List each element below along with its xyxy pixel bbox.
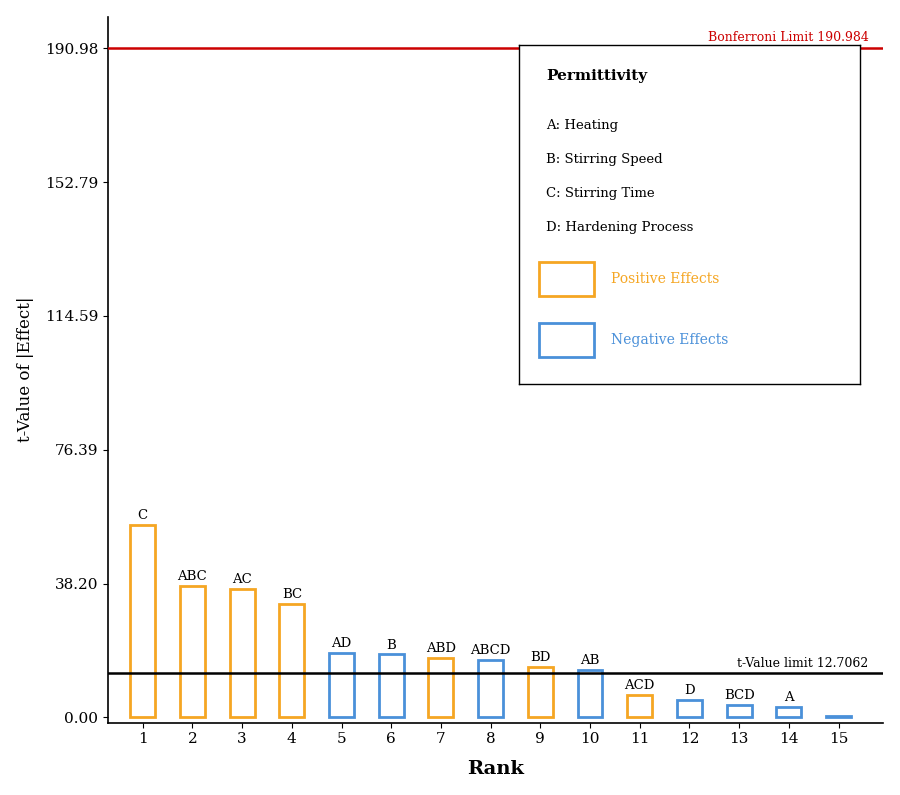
Bar [478,660,503,717]
Text: ACD: ACD [625,679,655,692]
Bar [379,654,403,717]
Text: ABC: ABC [177,570,207,584]
Text: BCD: BCD [724,689,754,703]
Bar [130,525,155,717]
Y-axis label: t-Value of |Effect|: t-Value of |Effect| [17,297,33,443]
Text: t-Value limit 12.7062: t-Value limit 12.7062 [737,657,868,670]
Bar [279,603,304,717]
Text: AD: AD [331,637,352,650]
X-axis label: Rank: Rank [467,760,524,778]
Text: AB: AB [580,654,599,667]
Text: B: B [386,638,396,652]
Bar [180,586,205,717]
Bar [578,670,602,717]
Bar [677,700,702,717]
Text: A: A [784,691,794,704]
Bar [727,705,752,717]
Bar [777,707,801,717]
Text: D: D [684,684,695,697]
Text: ABCD: ABCD [471,644,511,657]
Bar [428,658,454,717]
Bar [230,588,255,717]
Text: C: C [138,509,148,522]
Text: BC: BC [282,588,302,601]
Text: AC: AC [232,572,252,586]
Bar [826,716,851,717]
Text: ABD: ABD [426,642,456,655]
Bar [627,695,652,717]
Text: Bonferroni Limit 190.984: Bonferroni Limit 190.984 [707,31,868,44]
Bar [329,653,354,717]
Bar [528,667,553,717]
Text: BD: BD [530,651,551,664]
